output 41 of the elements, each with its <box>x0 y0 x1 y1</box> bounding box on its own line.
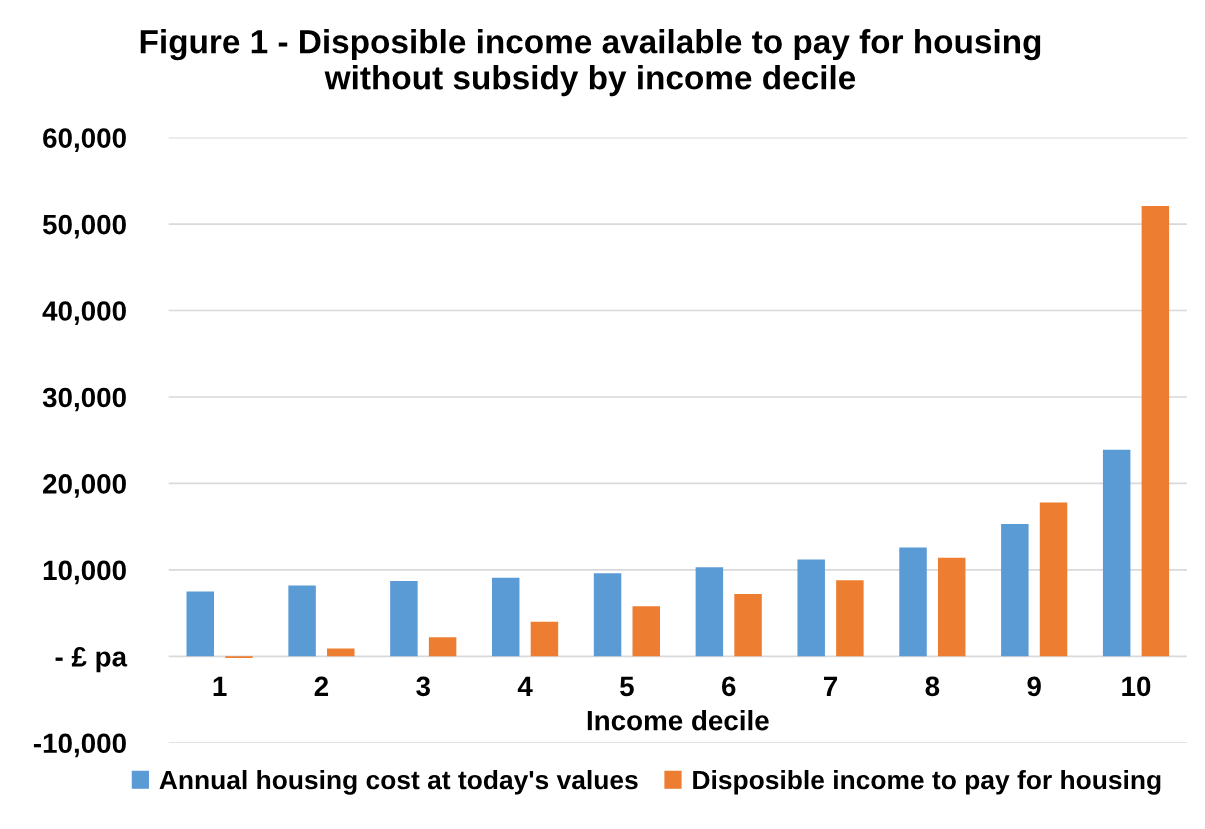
bar <box>491 577 520 657</box>
bar <box>1102 449 1131 657</box>
y-tick-label: - £ pa <box>55 647 128 673</box>
bar <box>186 591 215 657</box>
bar <box>797 559 825 657</box>
legend-label: Disposible income to pay for housing <box>693 769 1161 795</box>
y-tick-label: 20,000 <box>43 474 126 498</box>
legend-label: Annual housing cost at today's values <box>159 769 638 795</box>
bar <box>1141 205 1170 657</box>
x-tick-label: 9 <box>1027 676 1041 697</box>
x-tick-label: 7 <box>824 676 838 696</box>
y-tick-label: 50,000 <box>42 214 126 239</box>
x-tick-label: 10 <box>1122 676 1151 697</box>
bar <box>899 547 927 657</box>
bar <box>734 594 762 657</box>
x-tick-label: 2 <box>314 676 329 696</box>
y-tick-label: 30,000 <box>42 387 126 412</box>
bar <box>1039 502 1068 657</box>
y-tick-label: -10,000 <box>33 733 126 758</box>
bar <box>1001 524 1029 657</box>
bar <box>390 581 418 657</box>
x-tick-label: 6 <box>722 676 736 697</box>
chart-title: Figure 1 - Disposible income available to pay for housing without subsidy by income decile <box>140 29 1041 97</box>
bar <box>593 573 622 657</box>
y-tick-label: 10,000 <box>43 560 126 585</box>
x-tick-label: 8 <box>925 676 940 697</box>
y-tick-label: 60,000 <box>43 128 126 152</box>
bar <box>937 557 966 657</box>
x-tick-label: 1 <box>213 676 227 696</box>
bar <box>530 621 559 657</box>
x-tick-label: 5 <box>620 676 634 697</box>
bar <box>632 606 660 657</box>
x-tick-label: 3 <box>416 676 430 697</box>
x-tick-label: 4 <box>517 676 533 696</box>
bar <box>327 648 355 657</box>
bar <box>836 580 864 657</box>
bar <box>428 637 457 657</box>
x-axis-title: Income decile <box>587 710 769 731</box>
y-tick-label: 40,000 <box>42 301 126 325</box>
bar <box>288 585 316 657</box>
bar <box>695 567 724 657</box>
